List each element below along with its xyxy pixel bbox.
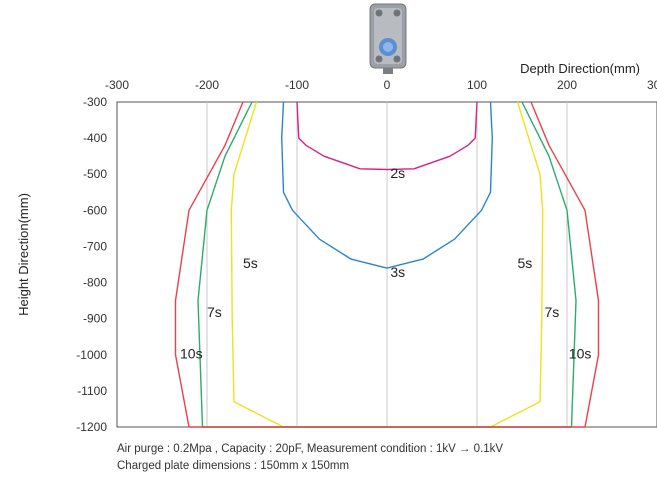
y-tick-label: -900 [83, 312, 107, 326]
series-label-5s: 5s [518, 255, 533, 271]
series-line-2s [296, 101, 478, 171]
series-label-2s: 2s [390, 165, 405, 181]
y-tick-label: -600 [83, 203, 107, 217]
y-tick-label: -1200 [76, 420, 107, 434]
x-tick-label: 100 [467, 78, 487, 92]
x-axis-title: Depth Direction(mm) [520, 61, 640, 76]
y-tick-label: -700 [83, 239, 107, 253]
y-tick-label: -400 [83, 131, 107, 145]
series-label-7s: 7s [207, 304, 222, 320]
series-label-10s: 10s [569, 345, 592, 361]
y-axis-title: Height Direction(mm) [16, 193, 31, 316]
series-line-3s [281, 101, 493, 269]
y-tick-label: -1000 [76, 348, 107, 362]
x-tick-label: 0 [384, 78, 391, 92]
caption-line-1: Air purge : 0.2Mpa , Capacity : 20pF, Me… [117, 443, 504, 455]
series-label-7s: 7s [545, 304, 560, 320]
x-tick-label: -300 [105, 78, 129, 92]
y-tick-label: -300 [83, 95, 107, 109]
ionizer-device-icon [369, 3, 407, 74]
x-tick-label: -200 [195, 78, 219, 92]
series-label-3s: 3s [390, 264, 405, 280]
x-tick-label: -100 [285, 78, 309, 92]
x-tick-label: 300 [647, 78, 657, 92]
series-label-10s: 10s [180, 345, 203, 361]
caption-line-2: Charged plate dimensions : 150mm x 150mm [117, 460, 350, 472]
series-line-10s [174, 101, 600, 428]
y-tick-label: -1100 [77, 384, 107, 398]
y-tick-label: -500 [83, 167, 107, 181]
y-tick-label: -800 [83, 276, 107, 290]
x-tick-label: 200 [557, 78, 577, 92]
series-label-5s: 5s [243, 255, 258, 271]
